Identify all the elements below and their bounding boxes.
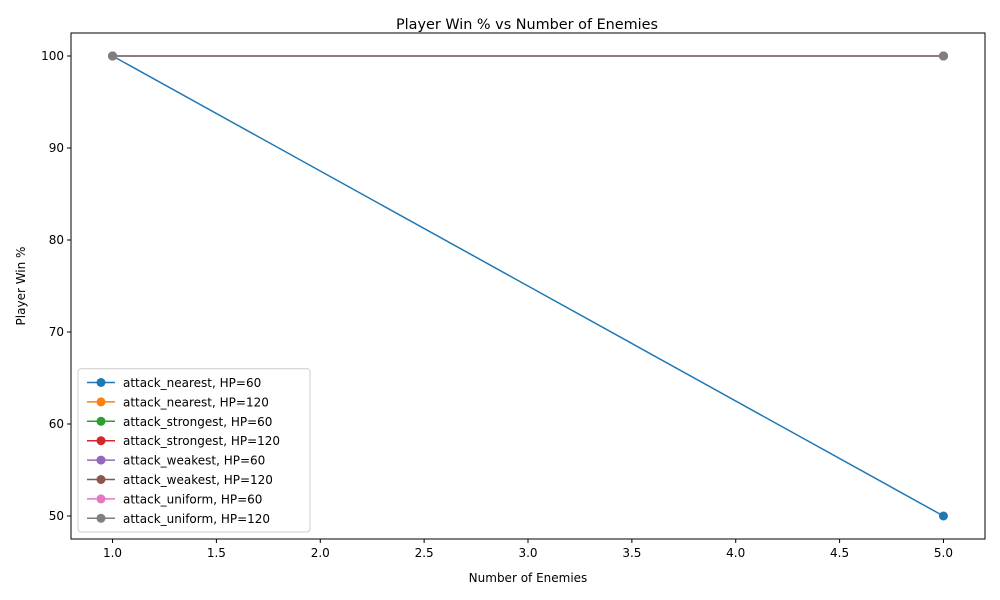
legend-marker: [96, 494, 106, 504]
legend-item: attack_nearest, HP=120: [87, 395, 269, 409]
legend: attack_nearest, HP=60 attack_nearest, HP=…: [77, 368, 311, 533]
x-tick-label: 2.0: [311, 546, 330, 560]
legend-marker: [96, 513, 106, 523]
x-tick-label: 2.5: [415, 546, 434, 560]
y-tick-label: 80: [49, 233, 64, 247]
legend-marker: [96, 455, 106, 465]
legend-item: attack_uniform, HP=120: [87, 512, 270, 526]
legend-label: attack_strongest, HP=60: [123, 415, 272, 429]
legend-label: attack_strongest, HP=120: [123, 434, 280, 448]
x-tick-label: 1.0: [103, 546, 122, 560]
legend-label: attack_uniform, HP=60: [123, 492, 262, 506]
legend-marker: [96, 416, 106, 426]
legend-label: attack_weakest, HP=60: [123, 454, 265, 468]
y-tick-label: 100: [41, 49, 64, 63]
y-axis-label: Player Win %: [14, 247, 28, 326]
data-point: [108, 51, 118, 61]
y-tick-label: 60: [49, 417, 64, 431]
data-point: [938, 511, 948, 521]
y-tick-label: 50: [49, 509, 64, 523]
legend-item: attack_weakest, HP=120: [87, 473, 273, 487]
legend-marker: [96, 475, 106, 484]
x-tick-label: 5.0: [934, 546, 953, 560]
legend-item: attack_uniform, HP=60: [87, 492, 262, 506]
y-tick-label: 90: [49, 141, 64, 155]
legend-marker: [96, 436, 106, 446]
x-axis: 1.0 1.5 2.0 2.5 3.0 3.5 4.0 4.5 5.0: [103, 539, 953, 560]
legend-marker: [96, 378, 106, 387]
legend-item: attack_strongest, HP=60: [87, 415, 272, 429]
x-tick-label: 3.0: [518, 546, 537, 560]
x-tick-label: 1.5: [207, 546, 226, 560]
x-tick-label: 4.5: [830, 546, 849, 560]
series-8: [108, 51, 948, 61]
legend-label: attack_uniform, HP=120: [123, 512, 270, 526]
plot-series: [108, 51, 948, 521]
x-tick-label: 3.5: [622, 546, 641, 560]
legend-label: attack_nearest, HP=60: [123, 376, 261, 390]
legend-label: attack_nearest, HP=120: [123, 395, 269, 409]
chart-title: Player Win % vs Number of Enemies: [396, 17, 658, 33]
x-tick-label: 4.0: [726, 546, 745, 560]
y-axis: 50 60 70 80 90 100: [41, 49, 71, 523]
data-point: [938, 51, 948, 61]
series-line: [112, 55, 944, 517]
legend-label: attack_weakest, HP=120: [123, 473, 273, 487]
legend-marker: [96, 397, 106, 407]
y-tick-label: 70: [49, 325, 64, 339]
legend-item: attack_weakest, HP=60: [87, 454, 265, 468]
legend-item: attack_nearest, HP=60: [87, 376, 261, 390]
legend-box: [77, 368, 311, 533]
legend-item: attack_strongest, HP=120: [87, 434, 280, 448]
x-axis-label: Number of Enemies: [469, 571, 588, 585]
